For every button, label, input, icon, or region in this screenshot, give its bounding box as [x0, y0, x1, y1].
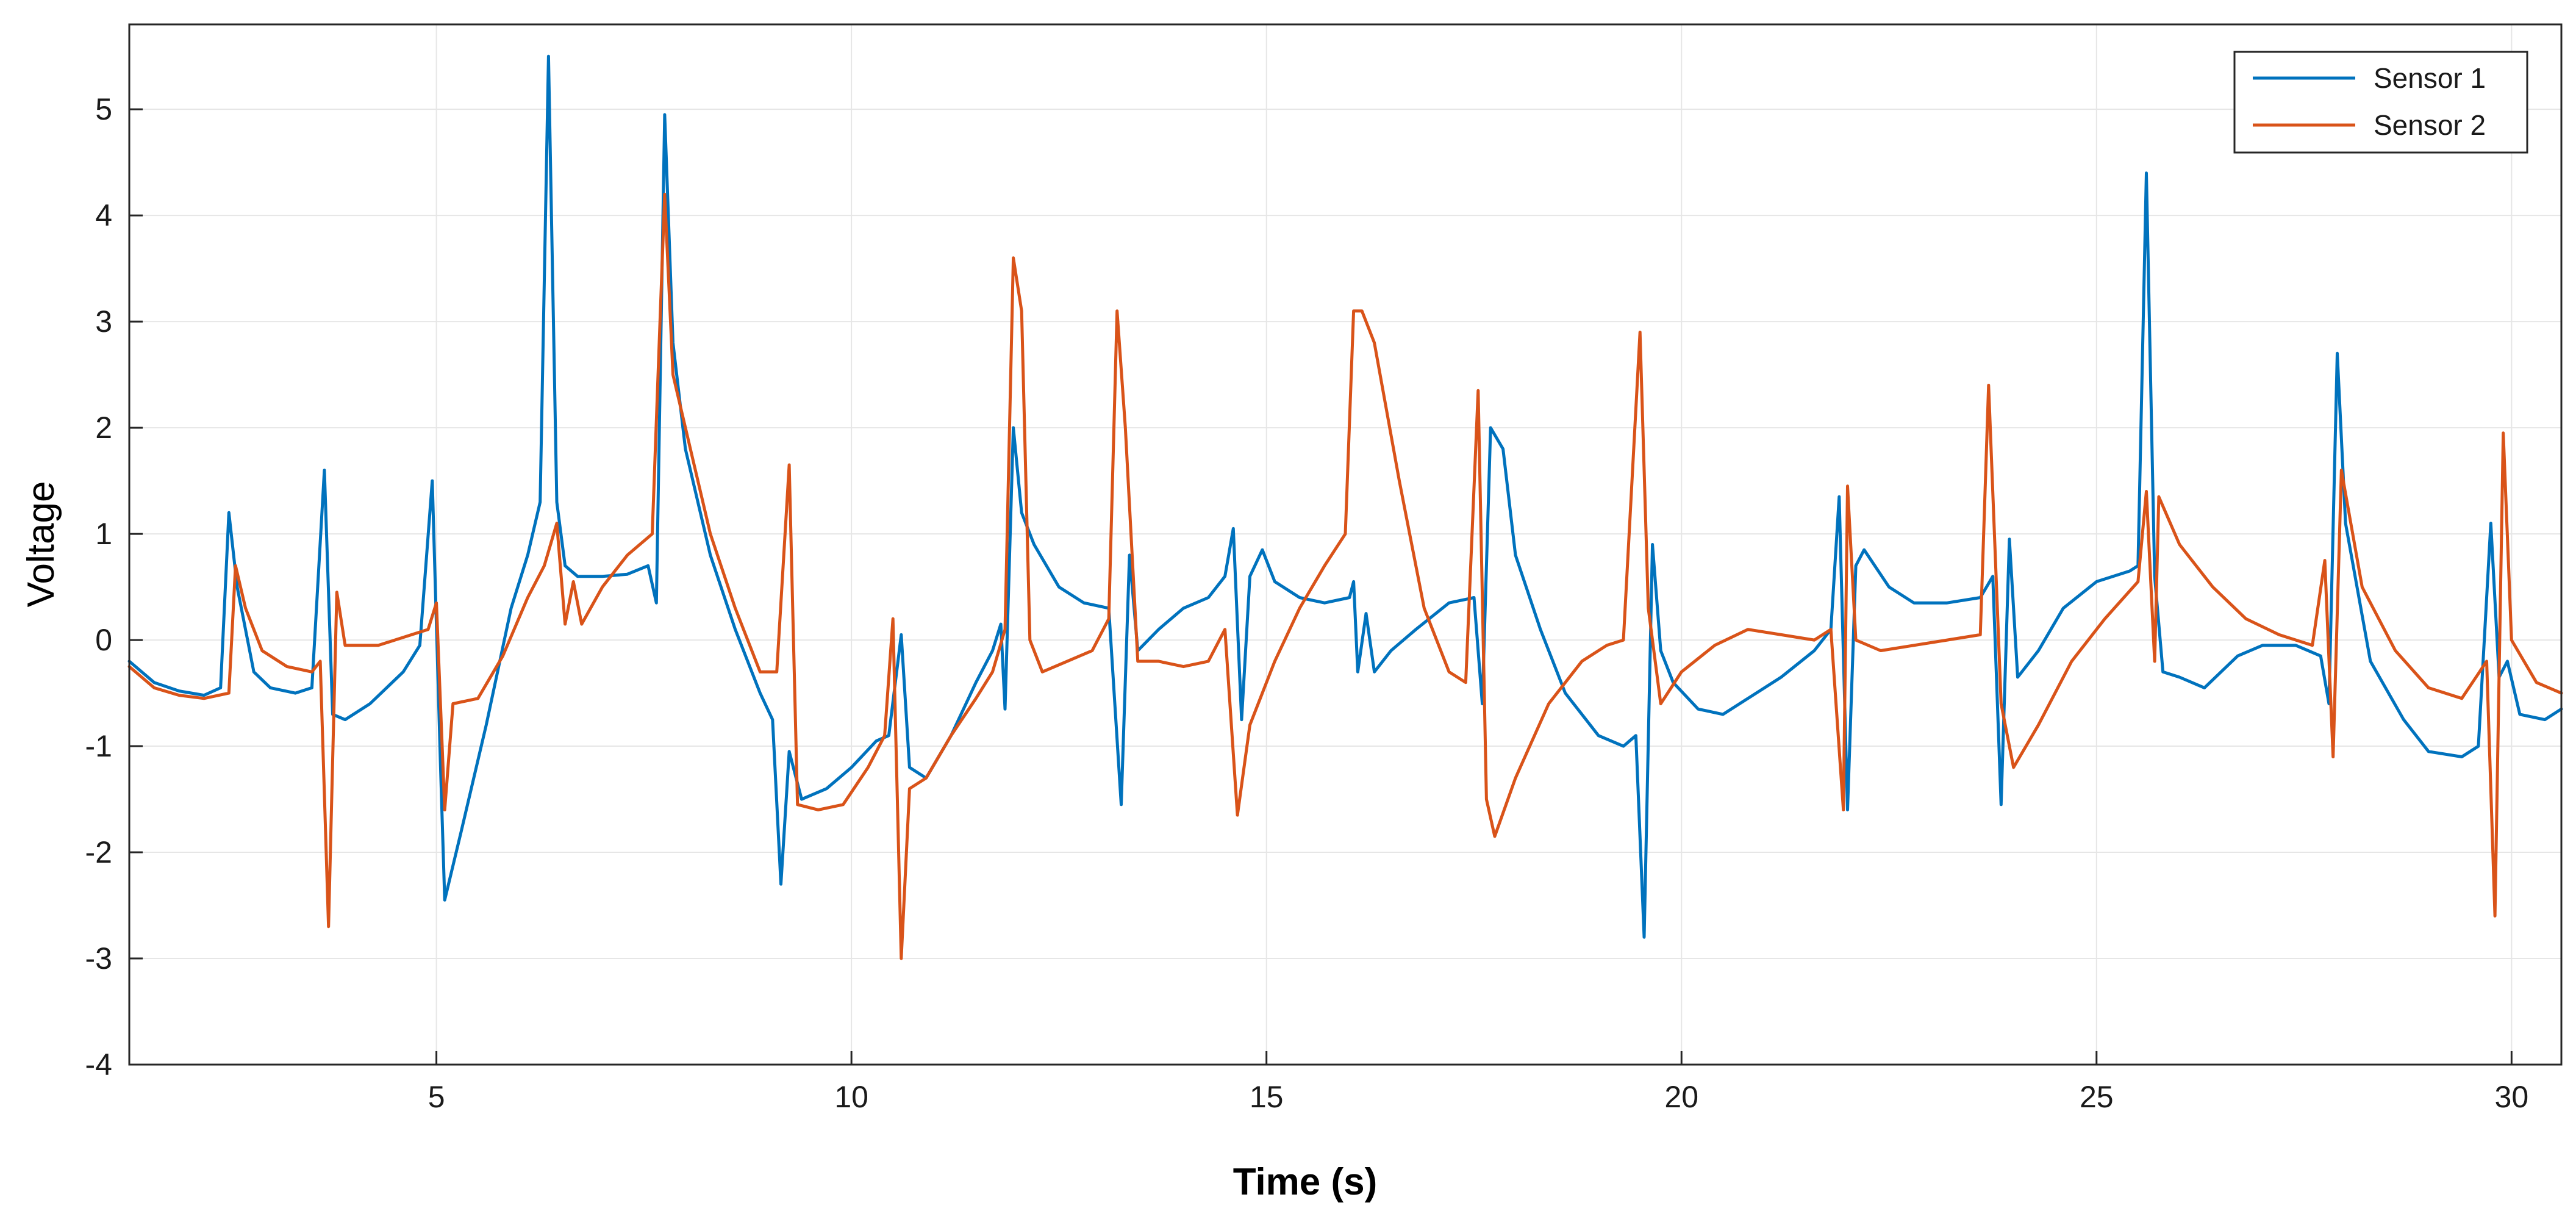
- x-tick-label: 20: [1664, 1080, 1698, 1114]
- x-tick-label: 10: [834, 1080, 868, 1114]
- legend-label-sensor-1: Sensor 1: [2374, 62, 2486, 94]
- x-axis-ticks: 5 10 15 20 25 30: [428, 1051, 2528, 1114]
- y-tick-label: -4: [85, 1048, 112, 1082]
- legend: Sensor 1 Sensor 2: [2233, 51, 2528, 154]
- y-axis-title: Voltage: [20, 481, 62, 608]
- x-tick-label: 15: [1250, 1080, 1284, 1114]
- y-tick-label: 4: [95, 198, 112, 232]
- y-tick-label: -3: [85, 941, 112, 976]
- legend-label-sensor-2: Sensor 2: [2374, 109, 2486, 141]
- x-axis-title: Time (s): [1233, 1161, 1378, 1203]
- y-tick-label: 2: [95, 411, 112, 445]
- x-tick-label: 25: [2080, 1080, 2114, 1114]
- data-series: [127, 54, 2563, 960]
- y-axis-ticks: -4 -3 -2 -1 0 1 2 3 4 5: [85, 92, 143, 1082]
- x-tick-label: 30: [2495, 1080, 2529, 1114]
- plot-frame: [128, 23, 2563, 1066]
- series-line-sensor-2: [127, 192, 2563, 960]
- y-tick-label: 1: [95, 517, 112, 551]
- y-tick-label: 0: [95, 623, 112, 657]
- legend-box: [2233, 51, 2528, 154]
- y-tick-label: -1: [85, 729, 112, 763]
- series-line-sensor-1: [127, 54, 2563, 939]
- y-tick-label: 3: [95, 304, 112, 339]
- x-tick-label: 5: [428, 1080, 445, 1114]
- y-tick-label: -2: [85, 835, 112, 869]
- plot-area: [129, 24, 2561, 1065]
- y-tick-label: 5: [95, 92, 112, 126]
